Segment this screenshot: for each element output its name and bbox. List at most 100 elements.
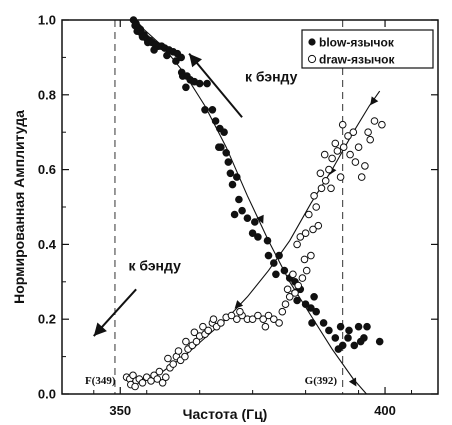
- blow-data-point: [254, 233, 262, 241]
- annotation-text-0: к бэнду: [245, 69, 298, 85]
- blow-data-point: [363, 322, 371, 331]
- blow-data-point: [224, 158, 233, 166]
- blow-data-point: [211, 117, 220, 125]
- draw-data-point: [301, 229, 310, 237]
- annotation-arrow-0: [188, 53, 243, 118]
- legend: blow-язычок draw-язычок: [301, 29, 434, 69]
- draw-data-point: [199, 322, 207, 331]
- blow-data-point: [325, 326, 333, 335]
- blow-data-point: [220, 128, 228, 136]
- draw-data-point: [291, 289, 299, 297]
- draw-data-point: [316, 169, 325, 178]
- draw-data-point: [174, 347, 183, 355]
- draw-data-point: [285, 293, 294, 301]
- blow-data-point: [150, 46, 158, 54]
- blow-data-point: [163, 51, 171, 60]
- draw-data-point: [325, 165, 333, 174]
- draw-data-point: [302, 266, 311, 275]
- draw-data-point: [275, 319, 283, 327]
- draw-data-point: [339, 143, 348, 151]
- draw-data-point: [264, 311, 273, 320]
- blow-data-point: [312, 307, 321, 316]
- y-axis-label: Нормированная Амплитуда: [11, 110, 27, 304]
- draw-data-point: [354, 143, 363, 151]
- draw-data-point: [181, 352, 189, 361]
- draw-data-point: [259, 315, 268, 324]
- blow-data-point: [356, 337, 365, 346]
- blow-data-point: [215, 143, 223, 151]
- curve-arrowhead-0: [256, 214, 264, 224]
- legend-marker-blow: [308, 38, 316, 46]
- blow-data-point: [172, 57, 180, 65]
- blow-data-point: [248, 229, 257, 237]
- blow-data-point: [238, 206, 246, 215]
- blow-data-point: [182, 83, 190, 92]
- blow-data-point: [375, 337, 384, 346]
- draw-data-point: [227, 311, 236, 320]
- draw-data-point: [331, 139, 340, 148]
- y-tick-label-5: 1.0: [38, 13, 56, 28]
- legend-label-blow: blow-язычок: [319, 36, 395, 50]
- curve-arrowhead-2: [348, 377, 357, 387]
- annotation-arrowhead-1: [93, 322, 107, 336]
- draw-data-point: [293, 240, 301, 249]
- blow-data-point: [235, 195, 243, 204]
- draw-data-point: [328, 154, 336, 163]
- draw-data-point: [158, 379, 167, 387]
- reference-line-label-1: G(392): [305, 375, 338, 387]
- draw-data-point: [138, 379, 147, 387]
- draw-data-point: [357, 173, 366, 181]
- draw-data-point: [254, 311, 262, 320]
- legend-marker-draw: [307, 54, 317, 64]
- draw-data-point: [131, 382, 139, 391]
- draw-data-point: [289, 270, 297, 279]
- draw-data-point: [344, 132, 352, 140]
- draw-data-point: [204, 326, 212, 335]
- y-tick-label-3: 0.6: [38, 162, 56, 177]
- y-tick-label-1: 0.2: [38, 312, 56, 327]
- axis-layer: 0.0 0.2 0.4 0.6 0.8 1.0 350 400: [38, 13, 438, 418]
- draw-data-point: [333, 147, 342, 155]
- blow-data-point: [222, 149, 230, 157]
- blow-data-point: [272, 270, 280, 279]
- draw-data-point: [370, 117, 379, 125]
- blow-data-point: [251, 218, 259, 226]
- draw-data-point: [155, 367, 164, 376]
- y-tick-label-4: 0.8: [38, 87, 56, 102]
- draw-data-point: [169, 360, 177, 368]
- legend-label-draw: draw-язычок: [319, 53, 396, 67]
- data-point-layer: [122, 16, 386, 391]
- draw-data-point: [298, 274, 307, 282]
- blow-data-point: [208, 106, 217, 114]
- blow-data-point: [263, 236, 272, 245]
- blow-data-point: [228, 180, 237, 189]
- blow-data-point: [331, 334, 340, 342]
- x-tick-label-0: 350: [109, 403, 131, 418]
- draw-data-point: [294, 281, 303, 290]
- blow-data-point: [243, 214, 252, 222]
- blow-data-point: [226, 169, 235, 178]
- draw-data-point: [317, 184, 326, 193]
- draw-data-point: [270, 315, 278, 324]
- draw-data-point: [153, 375, 162, 383]
- draw-data-point: [338, 120, 347, 129]
- reference-line-layer: F(349) G(392): [85, 20, 344, 394]
- legend-box: [301, 29, 434, 69]
- blow-data-point: [308, 319, 316, 327]
- blow-data-point: [350, 341, 359, 350]
- blow-data-point: [354, 322, 363, 331]
- draw-data-point: [307, 251, 315, 260]
- draw-data-point: [361, 162, 369, 170]
- annotation-arrowhead-0: [189, 53, 202, 68]
- draw-data-point: [314, 221, 323, 230]
- blow-data-point: [319, 319, 328, 327]
- y-tick-label-0: 0.0: [38, 387, 56, 402]
- draw-data-point: [129, 371, 137, 380]
- blow-data-point: [345, 326, 353, 335]
- draw-data-point: [346, 150, 354, 159]
- blow-data-point: [275, 251, 283, 260]
- blow-data-point: [307, 304, 315, 312]
- blow-data-point: [177, 53, 185, 62]
- reference-line-label-0: F(349): [85, 375, 116, 387]
